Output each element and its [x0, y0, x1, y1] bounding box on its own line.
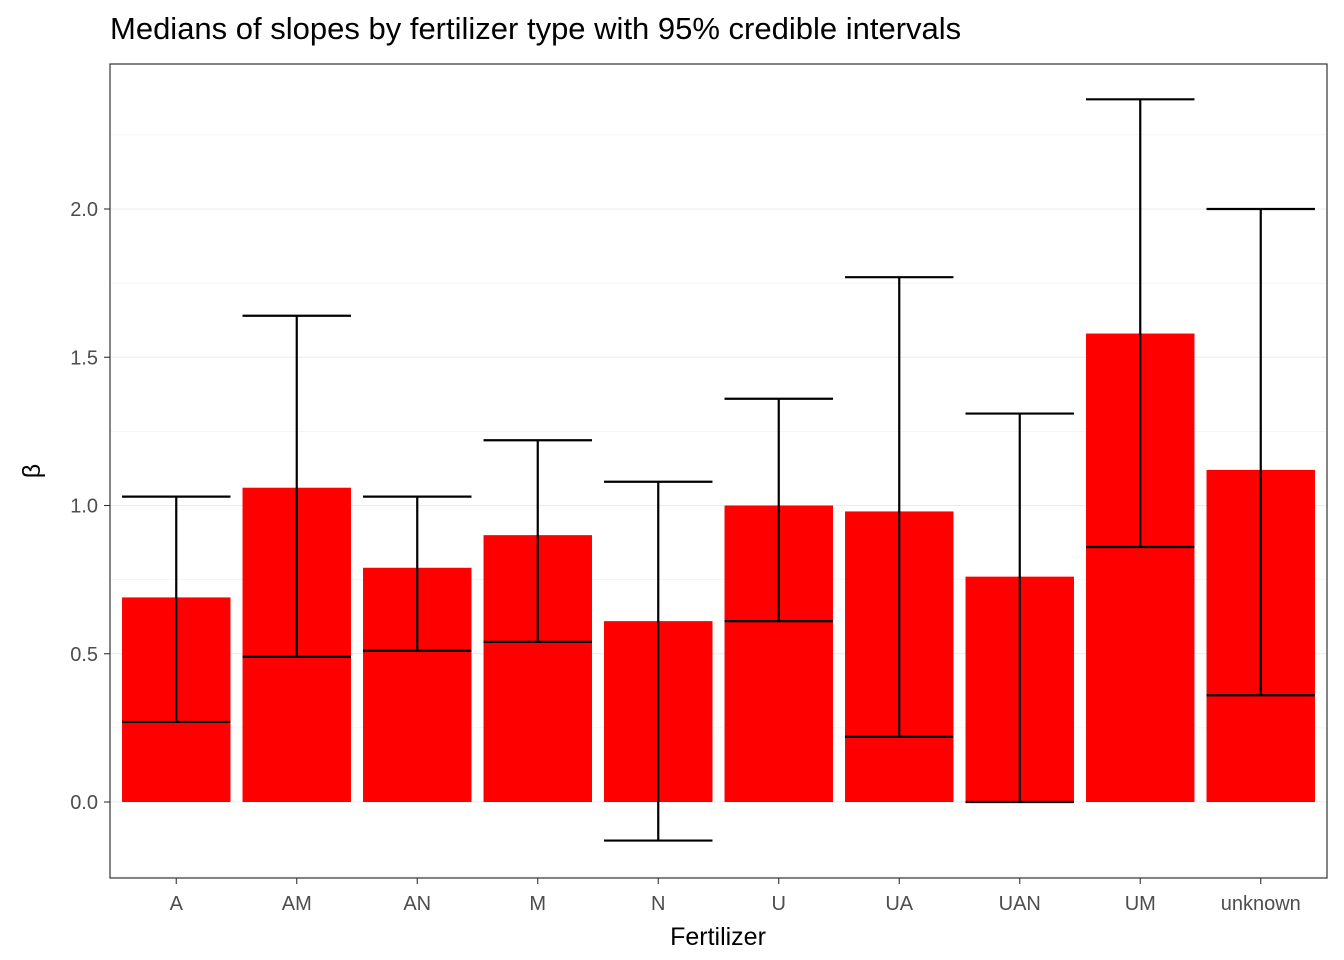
errorbar-UA — [845, 276, 954, 738]
bars — [122, 333, 1315, 802]
errorbar-N — [604, 480, 713, 842]
errorbar-AM — [242, 314, 351, 658]
x-tick-label: unknown — [1221, 893, 1301, 915]
y-tick-label: 0.0 — [70, 792, 98, 814]
errorbar-UAN — [965, 412, 1074, 804]
x-tick-label: N — [651, 893, 665, 915]
x-tick-label: AM — [282, 893, 312, 915]
x-tick-label: UA — [885, 893, 913, 915]
y-axis: 0.0 0.5 1.0 1.5 2.0 — [70, 199, 110, 814]
errorbar-UM — [1086, 98, 1195, 549]
errorbar-AN — [363, 495, 472, 652]
y-axis-title: β — [18, 464, 46, 478]
errorbar-unknown — [1206, 207, 1315, 697]
y-tick-label: 1.0 — [70, 496, 98, 518]
errorbar-M — [483, 439, 592, 643]
chart-title: Medians of slopes by fertilizer type wit… — [110, 11, 961, 46]
x-tick-label: A — [170, 893, 184, 915]
x-tick-label: M — [529, 893, 546, 915]
x-tick-label: AN — [403, 893, 431, 915]
x-tick-label: UM — [1125, 893, 1156, 915]
y-tick-label: 1.5 — [70, 347, 98, 369]
x-axis: A AM AN M N U UA UAN UM unknown — [170, 878, 1301, 915]
x-tick-label: UAN — [999, 893, 1041, 915]
errorbar-A — [122, 495, 231, 724]
y-tick-label: 2.0 — [70, 199, 98, 221]
x-axis-title: Fertilizer — [670, 923, 766, 951]
error-bars — [122, 98, 1315, 842]
errorbar-U — [724, 397, 833, 623]
panel-border — [109, 63, 1328, 879]
x-tick-label: U — [772, 893, 786, 915]
y-tick-label: 0.5 — [70, 644, 98, 666]
